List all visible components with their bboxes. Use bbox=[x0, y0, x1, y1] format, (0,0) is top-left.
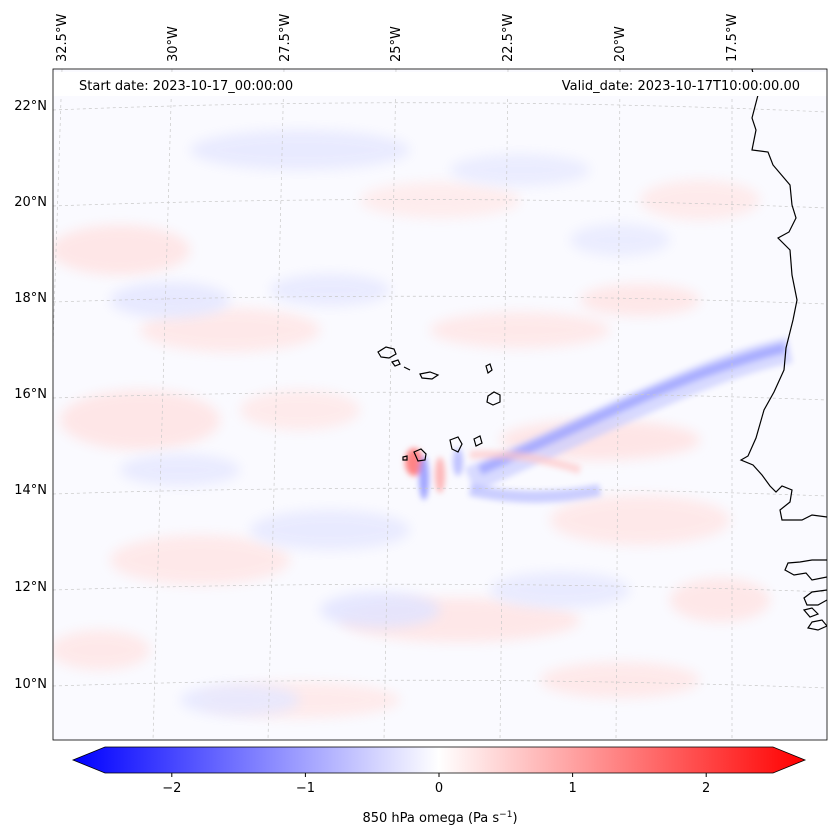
colorbar-tick-label: −1 bbox=[296, 781, 315, 796]
lat-label: 16°N bbox=[14, 387, 47, 402]
lon-label: 22.5°W bbox=[501, 14, 516, 62]
omega-field bbox=[53, 69, 827, 740]
lat-label: 18°N bbox=[14, 291, 47, 306]
colorbar-label: 850 hPa omega (Pa s−1) bbox=[362, 810, 517, 826]
colorbar: −2 −1 0 1 2 850 hPa omega (Pa s−1) bbox=[71, 746, 807, 826]
map-border bbox=[52, 68, 828, 741]
lat-labels: 22°N 20°N 18°N 16°N 14°N 12°N 10°N bbox=[14, 99, 47, 692]
colorbar-tick-label: 1 bbox=[568, 781, 576, 796]
lat-label: 14°N bbox=[14, 483, 47, 498]
lat-label: 10°N bbox=[14, 677, 47, 692]
lon-label: 27.5°W bbox=[278, 14, 293, 62]
valid-date-text: Valid_date: 2023-10-17T10:00:00.00 bbox=[562, 79, 800, 94]
start-date-text: Start date: 2023-10-17_00:00:00 bbox=[79, 79, 293, 94]
lon-label: 20°W bbox=[613, 26, 628, 62]
colorbar-tick-label: 2 bbox=[702, 781, 710, 796]
map-panel: Start date: 2023-10-17_00:00:00 Valid_da… bbox=[52, 68, 828, 741]
lon-label: 30°W bbox=[166, 26, 181, 62]
colorbar-ticks: −2 −1 0 1 2 bbox=[162, 773, 710, 796]
africa-coastline bbox=[739, 69, 827, 631]
colorbar-tick-label: −2 bbox=[162, 781, 181, 796]
lon-label: 17.5°W bbox=[725, 14, 740, 62]
lon-label: 32.5°W bbox=[55, 14, 70, 62]
header-strip bbox=[53, 72, 827, 96]
lon-labels: 32.5°W 30°W 27.5°W 25°W 22.5°W 20°W 17.5… bbox=[55, 14, 740, 62]
lat-label: 12°N bbox=[14, 580, 47, 595]
colorbar-gradient bbox=[71, 746, 807, 774]
lat-label: 22°N bbox=[14, 99, 47, 114]
lon-label: 25°W bbox=[389, 26, 404, 62]
lat-label: 20°N bbox=[14, 195, 47, 210]
cape-verde-islands bbox=[377, 346, 501, 462]
colorbar-tick-label: 0 bbox=[435, 781, 443, 796]
graticule bbox=[53, 69, 827, 740]
